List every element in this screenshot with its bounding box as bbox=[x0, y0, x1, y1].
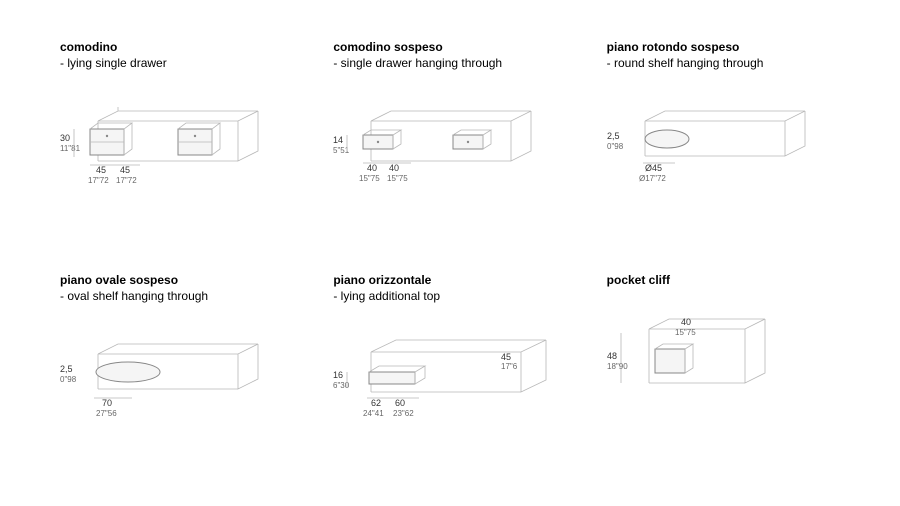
item-subtitle: - round shelf hanging through bbox=[607, 56, 860, 72]
svg-text:2,5: 2,5 bbox=[607, 131, 620, 141]
item-title: piano ovale sospeso bbox=[60, 273, 313, 289]
svg-text:60: 60 bbox=[395, 398, 405, 408]
item-subtitle: - oval shelf hanging through bbox=[60, 289, 313, 305]
svg-text:17"72: 17"72 bbox=[88, 176, 109, 185]
svg-text:45: 45 bbox=[120, 165, 130, 175]
svg-text:17"6: 17"6 bbox=[501, 362, 518, 371]
item-diagram: 14 5"51 40 40 15"75 15"75 bbox=[333, 101, 586, 253]
item-piano-ovale: piano ovale sospeso - oval shelf hanging… bbox=[60, 273, 313, 486]
svg-text:Ø17"72: Ø17"72 bbox=[639, 174, 666, 183]
svg-text:0"98: 0"98 bbox=[607, 142, 624, 151]
item-comodino-sospeso: comodino sospeso - single drawer hanging… bbox=[333, 40, 586, 253]
item-title: piano orizzontale bbox=[333, 273, 586, 289]
svg-text:62: 62 bbox=[371, 398, 381, 408]
svg-text:14: 14 bbox=[333, 135, 343, 145]
item-comodino: comodino - lying single drawer bbox=[60, 40, 313, 253]
svg-text:2,5: 2,5 bbox=[60, 364, 73, 374]
svg-text:27"56: 27"56 bbox=[96, 409, 117, 418]
svg-text:30: 30 bbox=[60, 133, 70, 143]
item-diagram: 30 11"81 45 45 17"72 17"72 bbox=[60, 101, 313, 253]
item-diagram: 2,5 0"98 70 27"56 bbox=[60, 334, 313, 486]
svg-text:17"72: 17"72 bbox=[116, 176, 137, 185]
svg-text:23"62: 23"62 bbox=[393, 409, 414, 418]
item-title: comodino bbox=[60, 40, 313, 56]
svg-text:45: 45 bbox=[96, 165, 106, 175]
item-title: piano rotondo sospeso bbox=[607, 40, 860, 56]
svg-text:18"90: 18"90 bbox=[607, 362, 628, 371]
item-diagram: 45 17"6 16 6"30 62 60 24"41 23"62 bbox=[333, 334, 586, 486]
item-diagram: 40 15"75 48 18"90 bbox=[607, 319, 860, 486]
product-grid: comodino - lying single drawer bbox=[0, 0, 900, 506]
svg-text:Ø45: Ø45 bbox=[645, 163, 662, 173]
item-title: pocket cliff bbox=[607, 273, 860, 289]
svg-text:0"98: 0"98 bbox=[60, 375, 77, 384]
item-diagram: 2,5 0"98 Ø45 Ø17"72 bbox=[607, 101, 860, 253]
svg-text:16: 16 bbox=[333, 370, 343, 380]
item-pocket-cliff: pocket cliff 40 15"75 48 18"90 bbox=[607, 273, 860, 486]
item-subtitle: - lying single drawer bbox=[60, 56, 313, 72]
svg-text:15"75: 15"75 bbox=[387, 174, 408, 183]
item-title: comodino sospeso bbox=[333, 40, 586, 56]
svg-text:40: 40 bbox=[389, 163, 399, 173]
svg-text:11"81: 11"81 bbox=[60, 144, 81, 153]
item-subtitle: - single drawer hanging through bbox=[333, 56, 586, 72]
svg-text:40: 40 bbox=[681, 317, 691, 327]
svg-text:15"75: 15"75 bbox=[675, 328, 696, 337]
item-subtitle: - lying additional top bbox=[333, 289, 586, 305]
item-piano-orizzontale: piano orizzontale - lying additional top… bbox=[333, 273, 586, 486]
item-piano-rotondo: piano rotondo sospeso - round shelf hang… bbox=[607, 40, 860, 253]
svg-text:45: 45 bbox=[501, 352, 511, 362]
svg-text:48: 48 bbox=[607, 351, 617, 361]
svg-text:40: 40 bbox=[367, 163, 377, 173]
svg-text:24"41: 24"41 bbox=[363, 409, 384, 418]
svg-text:15"75: 15"75 bbox=[359, 174, 380, 183]
svg-text:70: 70 bbox=[102, 398, 112, 408]
